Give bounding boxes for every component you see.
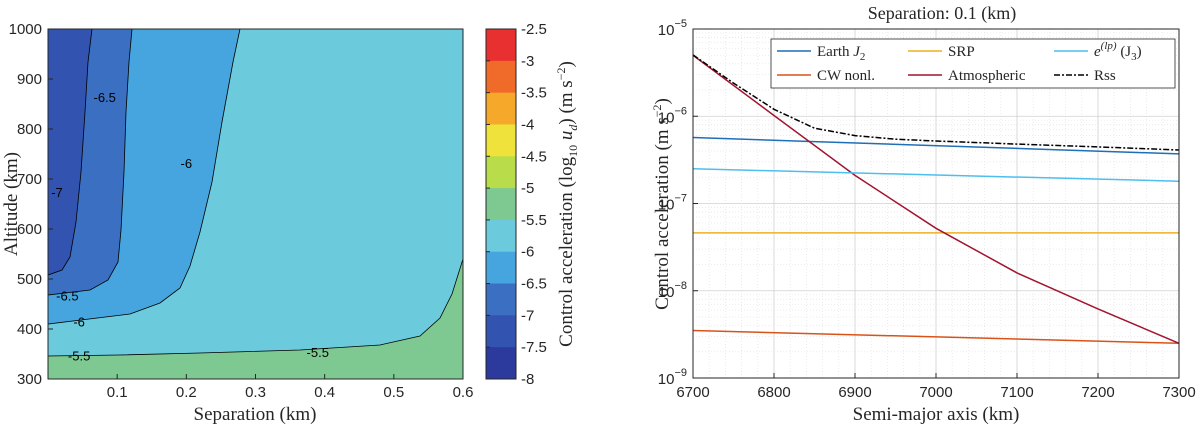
colorbar-tick-label: -4: [521, 116, 534, 133]
left-y-tick-label: 700: [17, 171, 42, 188]
contour-label: -6: [181, 156, 193, 171]
right-x-tick-label: 7000: [919, 384, 952, 401]
contour-label: -6.5: [94, 90, 116, 105]
legend-label-rss: Rss: [1094, 68, 1116, 84]
series-line-e-lp-j3-: [692, 168, 1180, 182]
left-y-tick-label: 400: [17, 321, 42, 338]
colorbar: -2.5 -3 -3.5 -4 -4.5 -5 -5.5 -6 -6.5 -7 -7.5 -8 Con…: [485, 21, 580, 388]
left-y-tick-label: 900: [17, 71, 42, 88]
legend: Earth J2 SRP e(lp) (J3) CW nonl. Atmosph…: [770, 38, 1176, 89]
legend-label-earth-j2: Earth J2: [817, 44, 865, 63]
colorbar-tick-label: -3.5: [521, 85, 547, 102]
line-plot: Separation: 0.1 (km) 6700 6800 6900 7000 710…: [650, 3, 1196, 425]
colorbar-cell: [486, 347, 516, 380]
colorbar-tick-label: -7: [521, 307, 534, 324]
right-x-tick-label: 7300: [1162, 384, 1195, 401]
colorbar-cell: [486, 156, 516, 189]
colorbar-cell: [486, 219, 516, 253]
contour-label: -7: [51, 185, 63, 200]
colorbar-tick-label: -2.5: [521, 21, 547, 38]
right-x-tick-label: 7100: [1000, 384, 1033, 401]
right-x-axis-label: Semi-major axis (km): [853, 404, 1020, 425]
left-y-axis-label: Altitude (km): [1, 152, 22, 256]
contour-label: -6.5: [56, 289, 78, 304]
colorbar-tick-label: -7.5: [521, 339, 547, 356]
left-x-tick-label: 0.6: [453, 384, 474, 401]
right-x-tick-label: 7200: [1081, 384, 1114, 401]
colorbar-tick-label: -6: [521, 244, 534, 261]
colorbar-tick-label: -6.5: [521, 276, 547, 293]
left-x-axis-label: Separation (km): [194, 404, 317, 425]
contour-label: -5.5: [307, 345, 329, 360]
colorbar-cell: [486, 29, 516, 62]
left-x-tick-label: 0.4: [314, 384, 335, 401]
series-line-rss: [692, 54, 1180, 151]
colorbar-cell: [486, 92, 516, 125]
colorbar-tick-label: -5.5: [521, 212, 547, 229]
series-line-atmospheric: [692, 54, 1180, 344]
legend-label-cw-nonl: CW nonl.: [817, 68, 875, 84]
legend-label-srp: SRP: [948, 44, 975, 60]
colorbar-label: Control acceleration (log10 ud) (m s−2): [554, 61, 580, 347]
colorbar-tick-label: -3: [521, 53, 534, 70]
left-x-tick-label: 0.3: [245, 384, 266, 401]
legend-label-elp-j3: e(lp) (J3): [1094, 40, 1142, 63]
left-y-tick-label: 500: [17, 271, 42, 288]
colorbar-tick-label: -8: [521, 371, 534, 388]
contour-label: -5.5: [68, 349, 90, 364]
colorbar-cell: [486, 188, 516, 221]
right-y-tick-label: 10−9: [658, 367, 687, 388]
contour-plot: -5.5 -5.5 -6 -6 -6.5 -6.5 -7 0.1 0.2 0.3 0.4 0.5 0.…: [1, 21, 473, 425]
colorbar-cell: [486, 124, 516, 157]
right-x-tick-label: 6700: [676, 384, 709, 401]
colorbar-cell: [486, 315, 516, 348]
right-y-tick-label: 10−5: [658, 18, 687, 39]
colorbar-tick-label: -5: [521, 180, 534, 197]
right-x-tick-label: 6900: [838, 384, 871, 401]
left-x-tick-label: 0.2: [176, 384, 197, 401]
left-y-tick-label: 800: [17, 121, 42, 138]
legend-box: [770, 38, 1176, 89]
colorbar-frame: [485, 28, 517, 380]
right-y-tick-label: 10−6: [658, 105, 687, 126]
right-y-tick-label: 10−7: [658, 193, 687, 214]
colorbar-tick-label: -4.5: [521, 148, 547, 165]
right-y-tick-label: 10−8: [658, 280, 687, 301]
legend-label-atmospheric: Atmospheric: [948, 68, 1026, 84]
right-x-tick-label: 6800: [757, 384, 790, 401]
left-y-tick-label: 300: [17, 371, 42, 388]
colorbar-cell: [486, 251, 516, 285]
series-line-cw-nonl-: [692, 329, 1180, 345]
colorbar-cell: [486, 60, 516, 94]
left-x-tick-label: 0.5: [383, 384, 404, 401]
left-y-tick-label: 600: [17, 221, 42, 238]
left-y-tick-label: 1000: [9, 21, 42, 38]
colorbar-cell: [486, 283, 516, 316]
contour-region-level-7.5-to-7: [47, 28, 93, 276]
right-chart-title: Separation: 0.1 (km): [868, 3, 1016, 24]
right-y-axis-label: Control acceleration (m s−2): [650, 98, 673, 310]
left-x-tick-label: 0.1: [107, 384, 128, 401]
contour-label: -6: [73, 315, 85, 330]
series-line-earth-j2: [692, 136, 1180, 155]
